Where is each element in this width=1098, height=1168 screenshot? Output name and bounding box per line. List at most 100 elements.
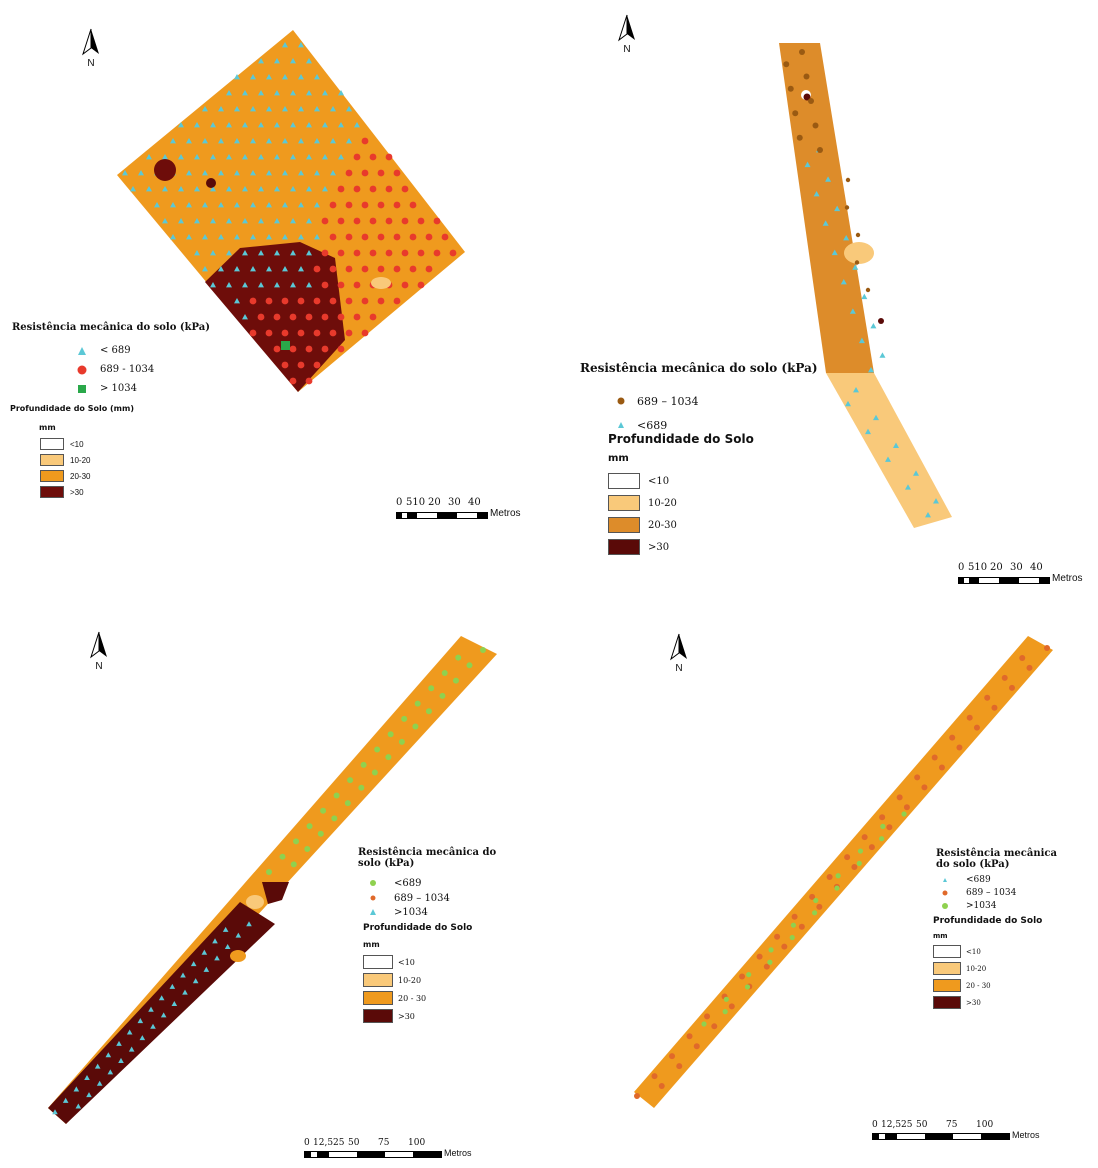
sample-point-marker <box>322 154 328 160</box>
depth-legend-title: Profundidade do Solo (mm) <box>10 404 134 413</box>
sample-point-marker <box>393 233 401 241</box>
sample-point-marker <box>306 90 312 96</box>
sample-point-marker <box>96 1080 103 1086</box>
sample-point-marker <box>353 217 361 225</box>
depth-swatch <box>608 473 640 489</box>
sample-point-marker <box>385 153 393 161</box>
field-map-2 <box>779 43 952 528</box>
sample-point-marker <box>210 282 216 288</box>
depth-class-row: <10 <box>363 953 496 971</box>
sample-point-marker <box>452 677 459 684</box>
sample-point-marker <box>347 777 354 784</box>
sample-point-marker <box>107 1069 114 1075</box>
sample-point-marker <box>128 1046 135 1052</box>
sample-point-marker <box>218 202 224 208</box>
scale-tick-label: 510 <box>406 497 426 508</box>
sample-point-marker <box>186 170 192 176</box>
legend-point-row: <689 <box>615 414 818 436</box>
sample-point-marker <box>441 669 448 676</box>
sample-point-marker <box>298 202 304 208</box>
sample-point-marker <box>322 186 328 192</box>
sample-point-marker <box>744 984 751 990</box>
sample-point-marker <box>337 313 345 321</box>
north-arrow: N <box>79 28 103 69</box>
sample-point-marker <box>338 122 344 128</box>
depth-class-row: 10-20 <box>40 452 210 468</box>
sample-point-marker <box>369 313 377 321</box>
scale-tick-label: 510 <box>968 562 988 573</box>
sample-point-marker <box>226 186 232 192</box>
sample-point-marker <box>122 170 128 176</box>
sample-point-marker <box>154 202 160 208</box>
sample-point-marker <box>353 313 361 321</box>
sample-point-marker <box>346 106 352 112</box>
scale-tick-label: 0 <box>304 1138 310 1148</box>
sample-point-marker <box>306 186 312 192</box>
sample-point-marker <box>290 861 297 868</box>
depth-swatch <box>933 962 961 975</box>
sample-point-marker <box>385 217 393 225</box>
sample-point-marker <box>282 138 288 144</box>
sample-point-marker <box>466 662 473 669</box>
field-map-1 <box>117 30 465 392</box>
sample-point-marker <box>210 154 216 160</box>
sample-point-marker <box>374 746 381 753</box>
sample-point-marker <box>991 704 998 711</box>
sample-point-marker <box>789 934 795 941</box>
sample-point-marker <box>274 218 280 224</box>
sample-point-marker <box>313 265 321 273</box>
sample-point-marker <box>282 170 288 176</box>
sample-point-marker <box>1019 654 1026 661</box>
sample-point-marker <box>669 1053 676 1060</box>
sample-point-marker <box>289 313 297 321</box>
depth-swatch <box>40 470 64 482</box>
sample-point-marker <box>290 218 296 224</box>
legend-point-row: <689 <box>940 873 1057 886</box>
sample-point-marker <box>345 169 353 177</box>
sample-point-marker <box>234 266 240 272</box>
sample-point-marker <box>178 218 184 224</box>
circle-symbol-icon <box>942 902 948 909</box>
legend-point-list: 689 – 1034 <689 <box>615 388 818 436</box>
sample-point-marker <box>873 414 879 421</box>
sample-point-marker <box>756 953 763 960</box>
sample-point-marker <box>266 138 272 144</box>
legend-point-label: < 689 <box>100 345 131 356</box>
sample-point-marker <box>321 281 329 289</box>
sample-point-marker <box>293 838 300 845</box>
sample-point-marker <box>130 186 136 192</box>
depth-swatch <box>363 1009 393 1023</box>
sample-point-marker <box>385 185 393 193</box>
sample-point-marker <box>361 329 369 337</box>
sample-point-marker <box>203 966 210 972</box>
north-arrow: N <box>87 631 111 672</box>
sample-point-marker <box>767 959 773 965</box>
sample-point-marker <box>330 106 336 112</box>
field-map-4 <box>634 636 1053 1108</box>
sample-point-marker <box>306 122 312 128</box>
sample-point-marker <box>224 943 231 950</box>
depth-class-list: <10 10-20 20-30 >30 <box>40 436 210 500</box>
sample-point-marker <box>202 138 208 144</box>
scale-bar-graphic <box>958 577 1050 584</box>
sample-point-marker <box>258 186 264 192</box>
scale-bar-graphic <box>304 1151 442 1158</box>
sample-point-marker <box>162 186 168 192</box>
sample-point-marker <box>242 282 248 288</box>
scale-tick-label: 75 <box>378 1138 390 1148</box>
sample-point-marker <box>353 281 361 289</box>
sample-point-marker <box>792 110 799 117</box>
depth-class-label: >30 <box>398 1011 415 1021</box>
sample-point-marker <box>266 170 272 176</box>
sample-point-marker <box>314 138 320 144</box>
sample-point-marker <box>192 978 199 984</box>
sample-point-marker <box>329 329 337 337</box>
sample-point-marker <box>290 122 296 128</box>
sample-point-marker <box>774 933 781 940</box>
depth-class-row: 20-30 <box>608 514 818 536</box>
sample-point-marker <box>94 1063 101 1069</box>
sample-point-marker <box>75 1103 82 1109</box>
sample-point-marker <box>148 1006 154 1012</box>
sample-point-marker <box>868 367 874 373</box>
sample-point-marker <box>226 122 232 128</box>
